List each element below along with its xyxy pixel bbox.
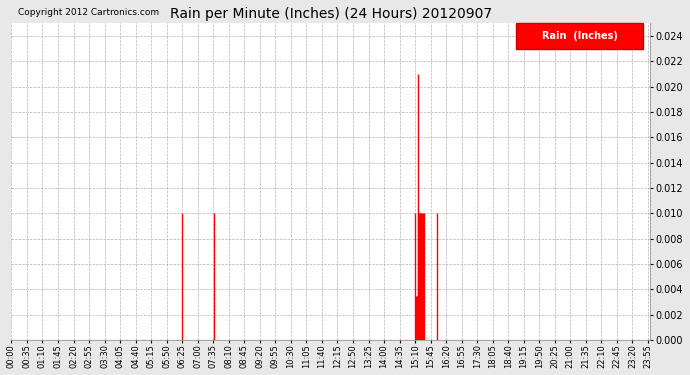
- FancyBboxPatch shape: [515, 24, 643, 49]
- Text: Copyright 2012 Cartronics.com: Copyright 2012 Cartronics.com: [18, 8, 159, 17]
- Text: Rain  (Inches): Rain (Inches): [542, 31, 618, 41]
- Title: Rain per Minute (Inches) (24 Hours) 20120907: Rain per Minute (Inches) (24 Hours) 2012…: [170, 7, 492, 21]
